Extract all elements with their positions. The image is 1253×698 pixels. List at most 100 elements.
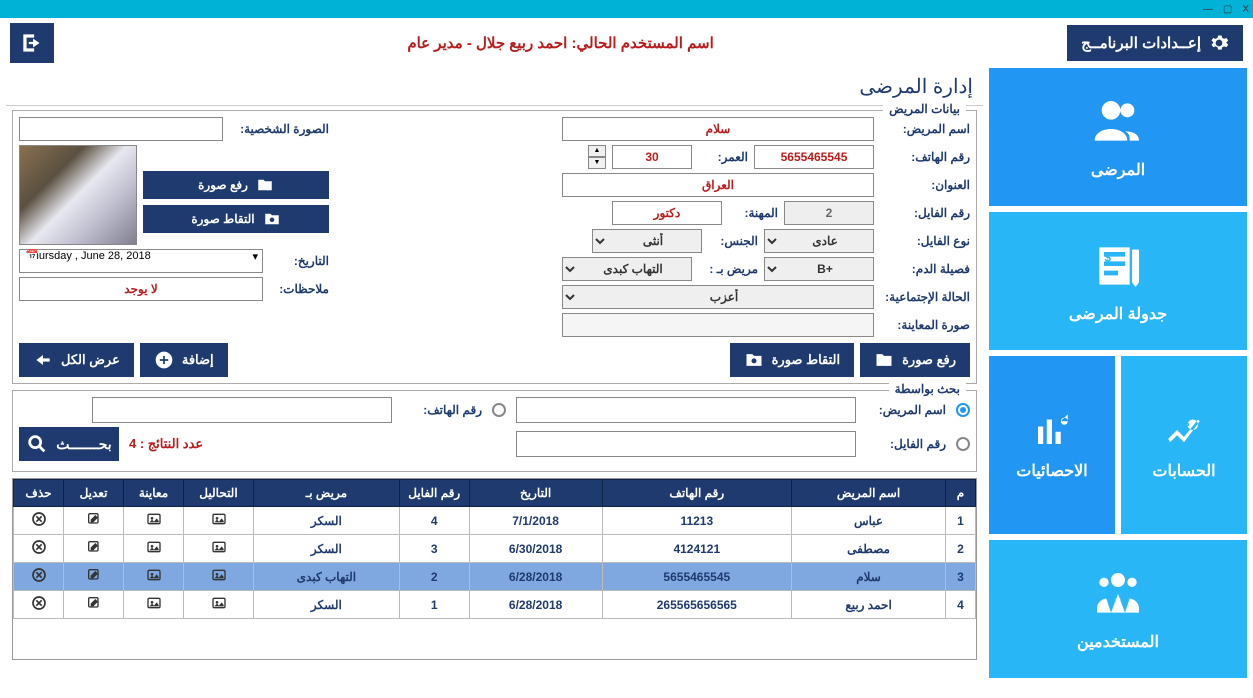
sidebar: المرضى $ جدولة المرضى $ الحسابات $ الاحص… xyxy=(989,68,1247,678)
cell-preview[interactable] xyxy=(124,563,184,591)
edit-icon xyxy=(86,567,102,583)
back-arrow-icon xyxy=(33,350,53,370)
radio-by-file[interactable] xyxy=(956,437,970,451)
cell-del[interactable] xyxy=(14,591,64,619)
cell-del[interactable] xyxy=(14,507,64,535)
show-all-button[interactable]: عرض الكل xyxy=(19,343,134,377)
upload-photo-button[interactable]: رفع صورة xyxy=(143,171,329,199)
logout-button[interactable] xyxy=(10,23,54,63)
age-spinner[interactable]: ▲▼ xyxy=(588,145,606,169)
cell-edit[interactable] xyxy=(64,563,124,591)
input-date[interactable]: Thursday , June 28, 2018▾ xyxy=(19,249,263,273)
image-icon xyxy=(211,539,227,555)
lbl-search-phone: رقم الهاتف: xyxy=(402,403,482,417)
search-phone-input[interactable] xyxy=(92,397,392,423)
search-file-input[interactable] xyxy=(516,431,856,457)
select-sick[interactable]: التهاب كبدى xyxy=(562,257,692,281)
edit-icon xyxy=(86,539,102,555)
cell-tests[interactable] xyxy=(184,535,254,563)
cell-edit[interactable] xyxy=(64,507,124,535)
cell-tests[interactable] xyxy=(184,563,254,591)
search-name-input[interactable] xyxy=(516,397,856,423)
radio-by-phone[interactable] xyxy=(492,403,506,417)
legend-patient-data: بيانات المريض xyxy=(883,102,966,116)
cell-tests[interactable] xyxy=(184,507,254,535)
search-button[interactable]: بحـــــــث xyxy=(19,427,119,461)
input-address[interactable] xyxy=(562,173,874,197)
radio-by-name[interactable] xyxy=(956,403,970,417)
cell-preview[interactable] xyxy=(124,535,184,563)
cell-sick: التهاب كبدى xyxy=(254,563,400,591)
tile-schedule-label: جدولة المرضى xyxy=(1069,304,1167,324)
current-user-label: اسم المستخدم الحالي: احمد ربيع جلال - مد… xyxy=(64,34,1057,52)
cell-edit[interactable] xyxy=(64,591,124,619)
cell-phone: 4124121 xyxy=(602,535,792,563)
cell-preview[interactable] xyxy=(124,591,184,619)
edit-icon xyxy=(86,511,102,527)
select-blood[interactable]: +B xyxy=(764,257,874,281)
lbl-address: العنوان: xyxy=(880,178,970,192)
window-max-icon[interactable]: ▢ xyxy=(1223,4,1232,15)
cell-idx: 4 xyxy=(946,591,976,619)
input-job[interactable] xyxy=(612,201,722,225)
settings-button[interactable]: إعــدادات البرنامــج xyxy=(1067,25,1243,61)
input-notes[interactable] xyxy=(19,277,263,301)
input-fileno xyxy=(784,201,874,225)
capture-photo-button[interactable]: التقاط صورة xyxy=(143,205,329,233)
exam-capture-button[interactable]: التقاط صورة xyxy=(730,343,855,377)
exam-upload-button[interactable]: رفع صورة xyxy=(860,343,970,377)
add-button[interactable]: إضافة xyxy=(140,343,228,377)
tile-accounts[interactable]: $ الحسابات xyxy=(1121,356,1247,534)
cell-phone: 11213 xyxy=(602,507,792,535)
table-row[interactable]: 4احمد ربيع2655656565656/28/20181السكر xyxy=(14,591,976,619)
window-close-icon[interactable]: X xyxy=(1242,4,1249,15)
tile-stats[interactable]: $ الاحصائيات xyxy=(989,356,1115,534)
cell-date: 7/1/2018 xyxy=(469,507,602,535)
window-min-icon[interactable]: — xyxy=(1203,4,1213,15)
select-gender[interactable]: أنثى xyxy=(592,229,702,253)
gear-icon xyxy=(1209,33,1229,53)
settings-label: إعــدادات البرنامــج xyxy=(1081,34,1201,52)
cell-phone: 5655465545 xyxy=(602,563,792,591)
delete-icon xyxy=(31,539,47,555)
lbl-search-name: اسم المريض: xyxy=(866,403,946,417)
cell-name: احمد ربيع xyxy=(792,591,946,619)
tile-schedule[interactable]: $ جدولة المرضى xyxy=(989,212,1247,350)
select-filetype[interactable]: عادى xyxy=(764,229,874,253)
input-age[interactable] xyxy=(612,145,692,169)
folder-search-icon xyxy=(256,176,274,194)
th-date: التاريخ xyxy=(469,480,602,507)
cell-date: 6/28/2018 xyxy=(469,591,602,619)
input-name[interactable] xyxy=(562,117,874,141)
th-tests: التحاليل xyxy=(184,480,254,507)
select-marital[interactable]: أعزب xyxy=(562,285,874,309)
personal-photo-path xyxy=(19,117,223,141)
cell-del[interactable] xyxy=(14,535,64,563)
cell-sick: السكر xyxy=(254,507,400,535)
cell-preview[interactable] xyxy=(124,507,184,535)
input-phone[interactable] xyxy=(754,145,874,169)
tile-users[interactable]: المستخدمين xyxy=(989,540,1247,678)
lbl-marital: الحالة الإجتماعية: xyxy=(880,290,970,304)
cell-tests[interactable] xyxy=(184,591,254,619)
table-row[interactable]: 2مصطفى41241216/30/20183السكر xyxy=(14,535,976,563)
image-icon xyxy=(211,567,227,583)
cell-name: سلام xyxy=(792,563,946,591)
edit-icon xyxy=(86,595,102,611)
table-row[interactable]: 1عباس112137/1/20184السكر xyxy=(14,507,976,535)
tile-patients[interactable]: المرضى xyxy=(989,68,1247,206)
cell-del[interactable] xyxy=(14,563,64,591)
cell-file: 4 xyxy=(399,507,469,535)
result-count: عدد النتائج : 4 xyxy=(129,436,203,452)
content: إدارة المرضى بيانات المريض اسم المريض: ر… xyxy=(6,68,983,678)
exam-photo-field xyxy=(562,313,874,337)
accounts-icon: $ xyxy=(1163,409,1205,451)
svg-text:$: $ xyxy=(1184,419,1189,429)
cell-idx: 1 xyxy=(946,507,976,535)
cell-file: 3 xyxy=(399,535,469,563)
lbl-age: العمر: xyxy=(698,150,748,164)
cell-edit[interactable] xyxy=(64,535,124,563)
table-row[interactable]: 3سلام56554655456/28/20182التهاب كبدى xyxy=(14,563,976,591)
delete-icon xyxy=(31,511,47,527)
cell-name: مصطفى xyxy=(792,535,946,563)
